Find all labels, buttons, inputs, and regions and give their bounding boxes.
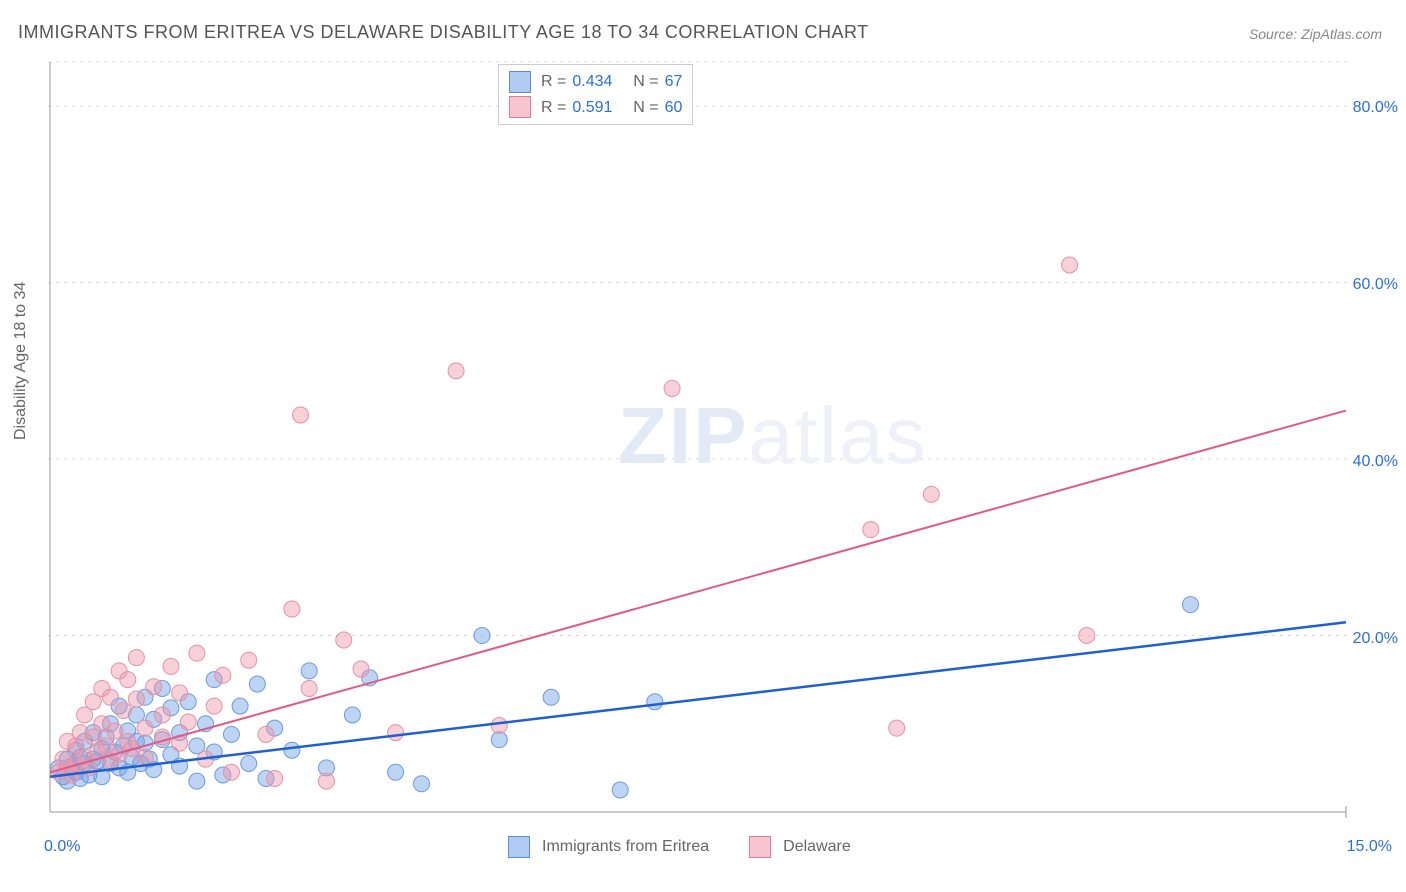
pink-swatch-icon [509,96,531,118]
n-label: N = [633,95,658,121]
y-axis-label: Disability Age 18 to 34 [12,282,30,440]
r-value: 0.591 [572,95,612,121]
legend-row: R = 0.591 N = 60 [509,95,682,121]
legend-item: Delaware [749,836,851,858]
legend-label: Delaware [783,838,851,856]
plot-area: ZIPatlas R = 0.434 N = 67 R = 0.591 N = … [48,60,1348,830]
n-value: 67 [665,69,683,95]
chart-container: IMMIGRANTS FROM ERITREA VS DELAWARE DISA… [0,0,1406,892]
n-value: 60 [665,95,683,121]
blue-swatch-icon [508,836,530,858]
source-attribution: Source: ZipAtlas.com [1249,26,1382,42]
legend-row: R = 0.434 N = 67 [509,69,682,95]
series-legend: Immigrants from Eritrea Delaware [508,836,851,858]
n-label: N = [633,69,658,95]
scatter-svg [48,60,1348,830]
correlation-legend: R = 0.434 N = 67 R = 0.591 N = 60 [498,64,693,125]
y-tick-label: 40.0% [1353,453,1398,471]
r-value: 0.434 [572,69,612,95]
legend-item: Immigrants from Eritrea [508,836,709,858]
blue-swatch-icon [509,71,531,93]
legend-label: Immigrants from Eritrea [542,838,709,856]
r-label: R = [541,69,566,95]
pink-swatch-icon [749,836,771,858]
y-tick-label: 20.0% [1353,630,1398,648]
y-tick-label: 80.0% [1353,99,1398,117]
chart-title: IMMIGRANTS FROM ERITREA VS DELAWARE DISA… [18,22,869,43]
y-tick-label: 60.0% [1353,276,1398,294]
x-tick-label: 15.0% [1347,838,1392,856]
r-label: R = [541,95,566,121]
x-tick-label: 0.0% [44,838,80,856]
